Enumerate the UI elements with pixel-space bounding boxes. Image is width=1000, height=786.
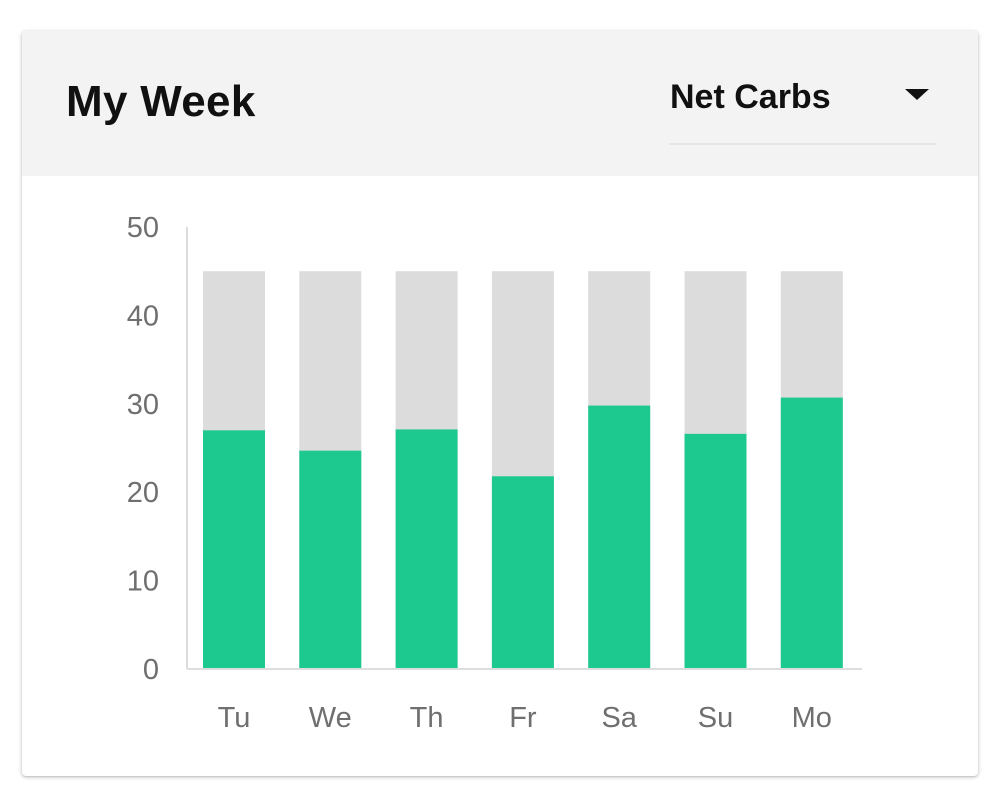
y-tick-label: 0 [143,654,159,686]
card-header: My Week Net Carbs [22,31,978,176]
x-tick-label: We [309,702,352,734]
x-tick-label: Sa [601,702,637,734]
y-tick-label: 40 [127,300,159,332]
y-tick-label: 50 [127,212,159,244]
x-tick-label: Fr [509,702,537,734]
y-tick-label: 10 [127,566,159,598]
x-tick-label: Mo [792,702,832,734]
x-tick-label: Tu [218,702,251,734]
metric-dropdown[interactable]: Net Carbs [669,69,936,145]
value-bar-su [684,433,747,669]
x-tick-label: Su [698,702,733,734]
value-bar-tu [203,430,265,669]
y-tick-label: 20 [127,477,159,509]
caret-down-icon [905,89,929,100]
card-title: My Week [66,77,256,126]
value-bar-th [395,429,458,669]
metric-dropdown-value: Net Carbs [670,78,831,116]
value-bar-we [299,450,362,669]
my-week-card: My Week Net Carbs Tu We Th Fr Sa Su Mo 0 10 20 30 4… [22,31,978,776]
x-tick-label: Th [410,702,444,734]
value-bar-mo [780,397,843,669]
y-tick-label: 30 [127,389,159,421]
value-bar-sa [588,405,651,669]
value-bar-fr [491,476,554,669]
weekly-bar-chart: Tu We Th Fr Sa Su Mo 0 10 20 30 40 50 [127,212,862,734]
